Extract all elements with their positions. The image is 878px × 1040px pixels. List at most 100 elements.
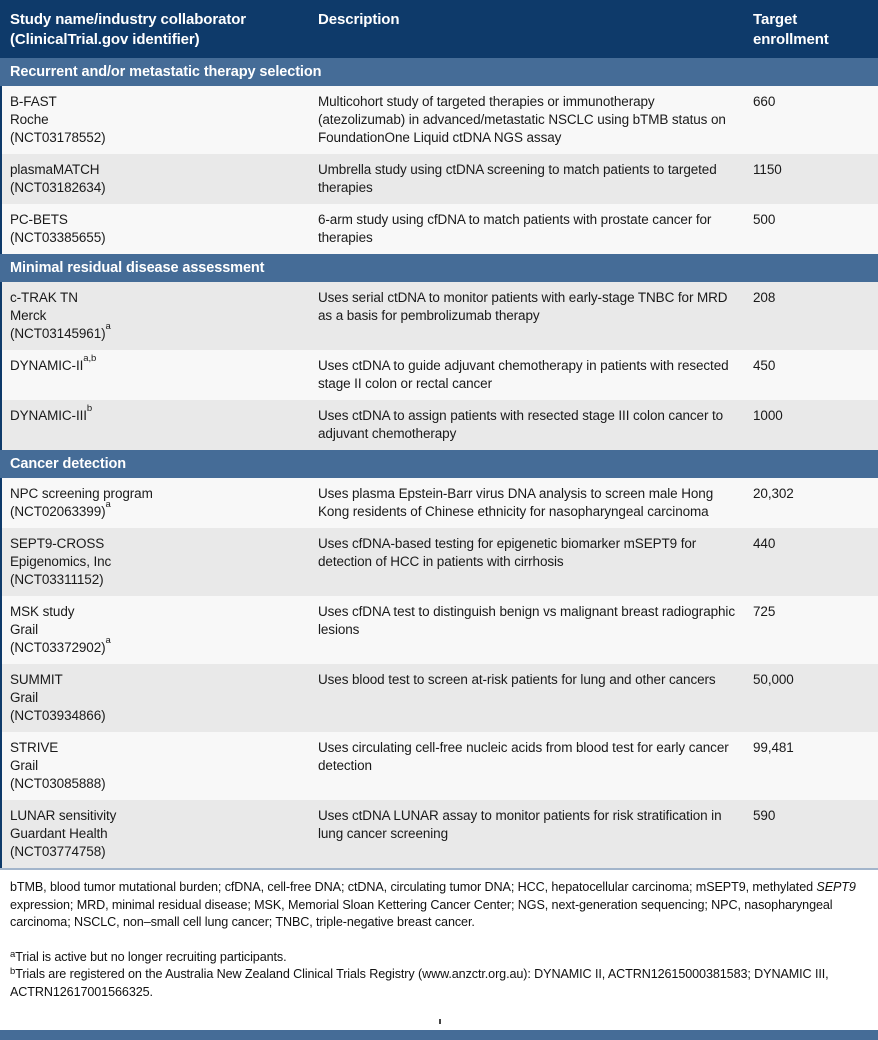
study-name-cell: STRIVE Grail (NCT03085888) [2, 739, 318, 793]
study-name-line: PC-BETS [10, 211, 318, 229]
study-name-text: LUNAR sensitivity [10, 808, 117, 823]
study-name-line: Epigenomics, Inc [10, 553, 318, 571]
study-name-text: (NCT03178552) [10, 130, 106, 145]
table-row: DYNAMIC-IIIb Uses ctDNA to assign patient… [0, 400, 878, 450]
study-name-line: SUMMIT [10, 671, 318, 689]
footnote-b-text: Trials are registered on the Australia N… [10, 967, 829, 999]
study-name-text: (NCT03372902) [10, 640, 106, 655]
table-row: STRIVE Grail (NCT03085888) Uses circulating… [0, 732, 878, 800]
study-name-line: (NCT03774758) [10, 843, 318, 861]
study-name-text: MSK study [10, 604, 75, 619]
target-enrollment-cell: 1000 [753, 408, 783, 423]
study-name-cell: DYNAMIC-IIa,b [2, 353, 318, 393]
table-row: SUMMIT Grail (NCT03934866) Uses blood test … [0, 664, 878, 732]
study-name-text: B-FAST [10, 94, 57, 109]
description-cell: Uses ctDNA to guide adjuvant chemotherap… [318, 358, 729, 391]
study-name-line: NPC screening program [10, 485, 318, 503]
study-name-text: SUMMIT [10, 672, 63, 687]
footnote-reference-superscript: a,b [83, 352, 97, 364]
study-name-text: plasmaMATCH [10, 162, 100, 177]
description-cell: Uses cfDNA test to distinguish benign vs… [318, 604, 735, 637]
table-row: NPC screening program (NCT02063399)a Uses … [0, 478, 878, 528]
abbreviations-note: bTMB, blood tumor mutational burden; cfD… [10, 879, 868, 932]
study-name-cell: SUMMIT Grail (NCT03934866) [2, 671, 318, 725]
study-name-line: (NCT03145961)a [10, 321, 318, 343]
study-name-cell: NPC screening program (NCT02063399)a [2, 485, 318, 521]
table-row: c-TRAK TN Merck (NCT03145961)a Uses serial … [0, 282, 878, 350]
study-name-line: MSK study [10, 603, 318, 621]
target-enrollment-cell: 50,000 [753, 672, 794, 687]
study-name-line: STRIVE [10, 739, 318, 757]
footnote-reference-superscript: b [86, 402, 93, 414]
description-cell: Uses plasma Epstein-Barr virus DNA analy… [318, 486, 714, 519]
table-row: MSK study Grail (NCT03372902)a Uses cfDNA t… [0, 596, 878, 664]
study-name-line: B-FAST [10, 93, 318, 111]
study-name-line: DYNAMIC-IIIb [10, 403, 318, 425]
target-enrollment-cell: 208 [753, 290, 776, 305]
study-name-text: Grail [10, 622, 39, 637]
abbreviations-text-1: bTMB, blood tumor mutational burden; cfD… [10, 880, 817, 894]
footnote-a-text: Trial is active but no longer recruiting… [15, 949, 287, 964]
study-name-cell: LUNAR sensitivity Guardant Health (NCT0377… [2, 807, 318, 861]
column-header-target-line1: Target [753, 11, 798, 28]
study-name-text: (NCT03774758) [10, 844, 106, 859]
study-name-text: (NCT03385655) [10, 230, 106, 245]
study-name-line: (NCT03311152) [10, 571, 318, 589]
scan-artifact-mark [439, 1019, 441, 1024]
study-name-text: c-TRAK TN [10, 290, 78, 305]
table-bottom-bar [0, 1030, 878, 1040]
target-enrollment-cell: 725 [753, 604, 776, 619]
footnote-a-marker: a [10, 948, 16, 960]
description-cell: Uses blood test to screen at-risk patien… [318, 672, 716, 687]
study-name-line: Guardant Health [10, 825, 318, 843]
study-name-text: (NCT03145961) [10, 326, 106, 341]
target-enrollment-cell: 440 [753, 536, 776, 551]
gene-name-italic: SEPT9 [816, 880, 856, 894]
study-name-line: LUNAR sensitivity [10, 807, 318, 825]
study-name-cell: DYNAMIC-IIIb [2, 403, 318, 443]
study-name-line: (NCT02063399)a [10, 499, 318, 521]
column-header-study-name-line1: Study name/industry collaborator [10, 11, 247, 28]
study-name-line: Grail [10, 689, 318, 707]
footnote-a: aTrial is active but no longer recruitin… [10, 949, 868, 967]
study-name-text: (NCT03934866) [10, 708, 106, 723]
table-row: DYNAMIC-IIa,b Uses ctDNA to guide adjuvan… [0, 350, 878, 400]
study-name-text: SEPT9-CROSS [10, 536, 105, 551]
description-cell: Uses ctDNA LUNAR assay to monitor patien… [318, 808, 722, 841]
footnote-reference-superscript: a [105, 634, 111, 646]
study-name-line: plasmaMATCH [10, 161, 318, 179]
column-header-study-name: Study name/industry collaborator (Clinic… [0, 10, 318, 58]
footnotes: bTMB, blood tumor mutational burden; cfD… [0, 870, 878, 1002]
table-row: LUNAR sensitivity Guardant Health (NCT0377… [0, 800, 878, 868]
study-name-line: (NCT03385655) [10, 229, 318, 247]
study-name-line: (NCT03182634) [10, 179, 318, 197]
study-name-text: (NCT03085888) [10, 776, 106, 791]
column-header-study-name-line2: (ClinicalTrial.gov identifier) [10, 30, 200, 48]
study-name-text: (NCT02063399) [10, 504, 106, 519]
description-cell: 6-arm study using cfDNA to match patient… [318, 212, 712, 245]
target-enrollment-cell: 450 [753, 358, 776, 373]
description-cell: Multicohort study of targeted therapies … [318, 94, 726, 145]
target-enrollment-cell: 500 [753, 212, 776, 227]
study-name-line: SEPT9-CROSS [10, 535, 318, 553]
column-header-target-line2: enrollment [753, 30, 829, 48]
study-name-cell: SEPT9-CROSS Epigenomics, Inc (NCT03311152) [2, 535, 318, 589]
study-name-cell: c-TRAK TN Merck (NCT03145961)a [2, 289, 318, 343]
description-cell: Uses circulating cell-free nucleic acids… [318, 740, 729, 773]
study-name-text: Guardant Health [10, 826, 108, 841]
study-name-text: DYNAMIC-III [10, 408, 87, 423]
study-name-text: DYNAMIC-II [10, 358, 84, 373]
target-enrollment-cell: 1150 [753, 162, 782, 177]
study-name-line: Merck [10, 307, 318, 325]
section-header: Cancer detection [0, 450, 878, 478]
study-name-cell: PC-BETS (NCT03385655) [2, 211, 318, 247]
study-name-text: Roche [10, 112, 49, 127]
section-header: Recurrent and/or metastatic therapy sele… [0, 58, 878, 86]
target-enrollment-cell: 99,481 [753, 740, 794, 755]
study-name-text: Epigenomics, Inc [10, 554, 112, 569]
target-enrollment-cell: 590 [753, 808, 776, 823]
section-header: Minimal residual disease assessment [0, 254, 878, 282]
table-row: SEPT9-CROSS Epigenomics, Inc (NCT03311152)… [0, 528, 878, 596]
column-header-description: Description [318, 11, 400, 28]
